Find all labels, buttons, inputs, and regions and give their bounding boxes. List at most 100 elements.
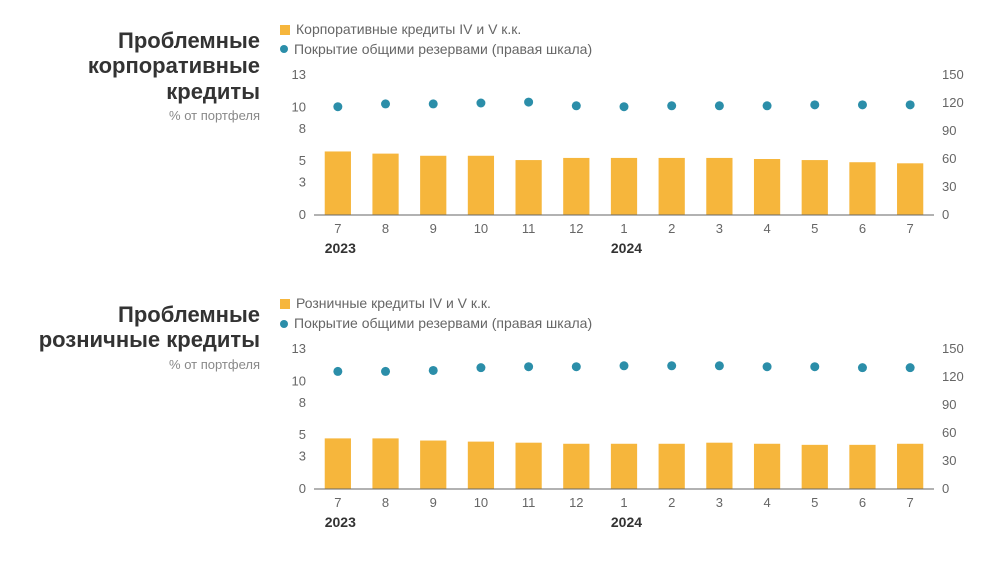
y-left-tick-label: 5 <box>299 153 306 168</box>
legend-dot-row: Покрытие общими резервами (правая шкала) <box>280 314 974 334</box>
y-left-tick-label: 3 <box>299 175 306 190</box>
y-right-tick-label: 150 <box>942 343 964 356</box>
dot-marker <box>572 101 581 110</box>
dot-marker <box>572 363 581 372</box>
bar <box>611 444 637 489</box>
x-tick-label: 9 <box>430 495 437 510</box>
y-right-tick-label: 0 <box>942 481 949 496</box>
y-right-tick-label: 60 <box>942 151 956 166</box>
y-right-tick-label: 90 <box>942 397 956 412</box>
chart-svg: 0358101303060901201507891011121234567202… <box>280 69 974 259</box>
x-tick-label: 9 <box>430 221 437 236</box>
bar <box>516 443 542 489</box>
chart-subtitle: % от портфеля <box>30 108 260 123</box>
y-left-tick-label: 5 <box>299 428 306 443</box>
chart-title: Проблемные розничные кредиты <box>30 302 260 353</box>
y-right-tick-label: 90 <box>942 123 956 138</box>
dot-marker <box>810 363 819 372</box>
x-tick-label: 4 <box>763 221 770 236</box>
dot-marker <box>524 363 533 372</box>
chart-legend: Розничные кредиты IV и V к.к.Покрытие об… <box>280 294 974 333</box>
y-left-tick-label: 13 <box>292 69 306 82</box>
bar <box>849 162 875 215</box>
year-label-right: 2024 <box>611 240 642 256</box>
chart-row-1: Проблемные розничные кредиты % от портфел… <box>30 294 974 538</box>
dot-marker <box>429 100 438 109</box>
y-left-tick-label: 10 <box>292 374 306 389</box>
chart-title-col: Проблемные корпоративные кредиты % от пор… <box>30 20 280 264</box>
legend-dot-label: Покрытие общими резервами (правая шкала) <box>294 40 592 60</box>
dot-marker <box>858 364 867 373</box>
legend-bar-swatch-icon <box>280 25 290 35</box>
bar <box>802 445 828 489</box>
dot-marker <box>429 366 438 375</box>
chart-title: Проблемные корпоративные кредиты <box>30 28 260 104</box>
chart-row-0: Проблемные корпоративные кредиты % от пор… <box>30 20 974 264</box>
bar <box>468 156 494 215</box>
y-right-tick-label: 30 <box>942 179 956 194</box>
y-right-tick-label: 150 <box>942 69 964 82</box>
bar <box>754 159 780 215</box>
dot-marker <box>810 101 819 110</box>
bar <box>611 158 637 215</box>
y-right-tick-label: 60 <box>942 425 956 440</box>
y-left-tick-label: 10 <box>292 99 306 114</box>
x-tick-label: 10 <box>474 495 488 510</box>
bar <box>325 439 351 490</box>
y-right-tick-label: 0 <box>942 207 949 222</box>
bar <box>897 444 923 489</box>
dot-marker <box>524 98 533 107</box>
dot-marker <box>667 362 676 371</box>
x-tick-label: 6 <box>859 221 866 236</box>
legend-dot-swatch-icon <box>280 320 288 328</box>
x-tick-label: 7 <box>907 495 914 510</box>
dot-marker <box>906 364 915 373</box>
bar <box>372 154 398 215</box>
year-label-left: 2023 <box>325 514 356 530</box>
x-tick-label: 7 <box>334 495 341 510</box>
dot-marker <box>620 362 629 371</box>
dot-marker <box>858 101 867 110</box>
bar <box>420 156 446 215</box>
legend-bar-row: Розничные кредиты IV и V к.к. <box>280 294 974 314</box>
x-tick-label: 4 <box>763 495 770 510</box>
chart-title-col: Проблемные розничные кредиты % от портфел… <box>30 294 280 538</box>
chart-body: Корпоративные кредиты IV и V к.к.Покрыти… <box>280 20 974 264</box>
bar <box>659 158 685 215</box>
dot-marker <box>763 101 772 110</box>
y-left-tick-label: 8 <box>299 121 306 136</box>
x-tick-label: 1 <box>620 495 627 510</box>
x-tick-label: 5 <box>811 495 818 510</box>
bar <box>849 445 875 489</box>
dot-marker <box>906 101 915 110</box>
x-tick-label: 8 <box>382 221 389 236</box>
bar <box>706 158 732 215</box>
bar <box>897 163 923 215</box>
chart-legend: Корпоративные кредиты IV и V к.к.Покрыти… <box>280 20 974 59</box>
legend-dot-label: Покрытие общими резервами (правая шкала) <box>294 314 592 334</box>
bar <box>420 441 446 489</box>
legend-bar-label: Корпоративные кредиты IV и V к.к. <box>296 20 521 40</box>
y-right-tick-label: 120 <box>942 369 964 384</box>
legend-bar-swatch-icon <box>280 299 290 309</box>
dot-marker <box>763 363 772 372</box>
dot-marker <box>667 101 676 110</box>
chart-body: Розничные кредиты IV и V к.к.Покрытие об… <box>280 294 974 538</box>
chart-subtitle: % от портфеля <box>30 357 260 372</box>
dot-marker <box>333 367 342 376</box>
bar <box>706 443 732 489</box>
y-left-tick-label: 0 <box>299 481 306 496</box>
x-tick-label: 11 <box>522 221 536 236</box>
dot-marker <box>476 364 485 373</box>
y-left-tick-label: 13 <box>292 343 306 356</box>
y-left-tick-label: 0 <box>299 207 306 222</box>
x-tick-label: 2 <box>668 495 675 510</box>
dot-marker <box>333 102 342 111</box>
legend-dot-row: Покрытие общими резервами (правая шкала) <box>280 40 974 60</box>
x-tick-label: 6 <box>859 495 866 510</box>
legend-dot-swatch-icon <box>280 45 288 53</box>
x-tick-label: 2 <box>668 221 675 236</box>
legend-bar-label: Розничные кредиты IV и V к.к. <box>296 294 491 314</box>
dot-marker <box>620 102 629 111</box>
x-tick-label: 10 <box>474 221 488 236</box>
